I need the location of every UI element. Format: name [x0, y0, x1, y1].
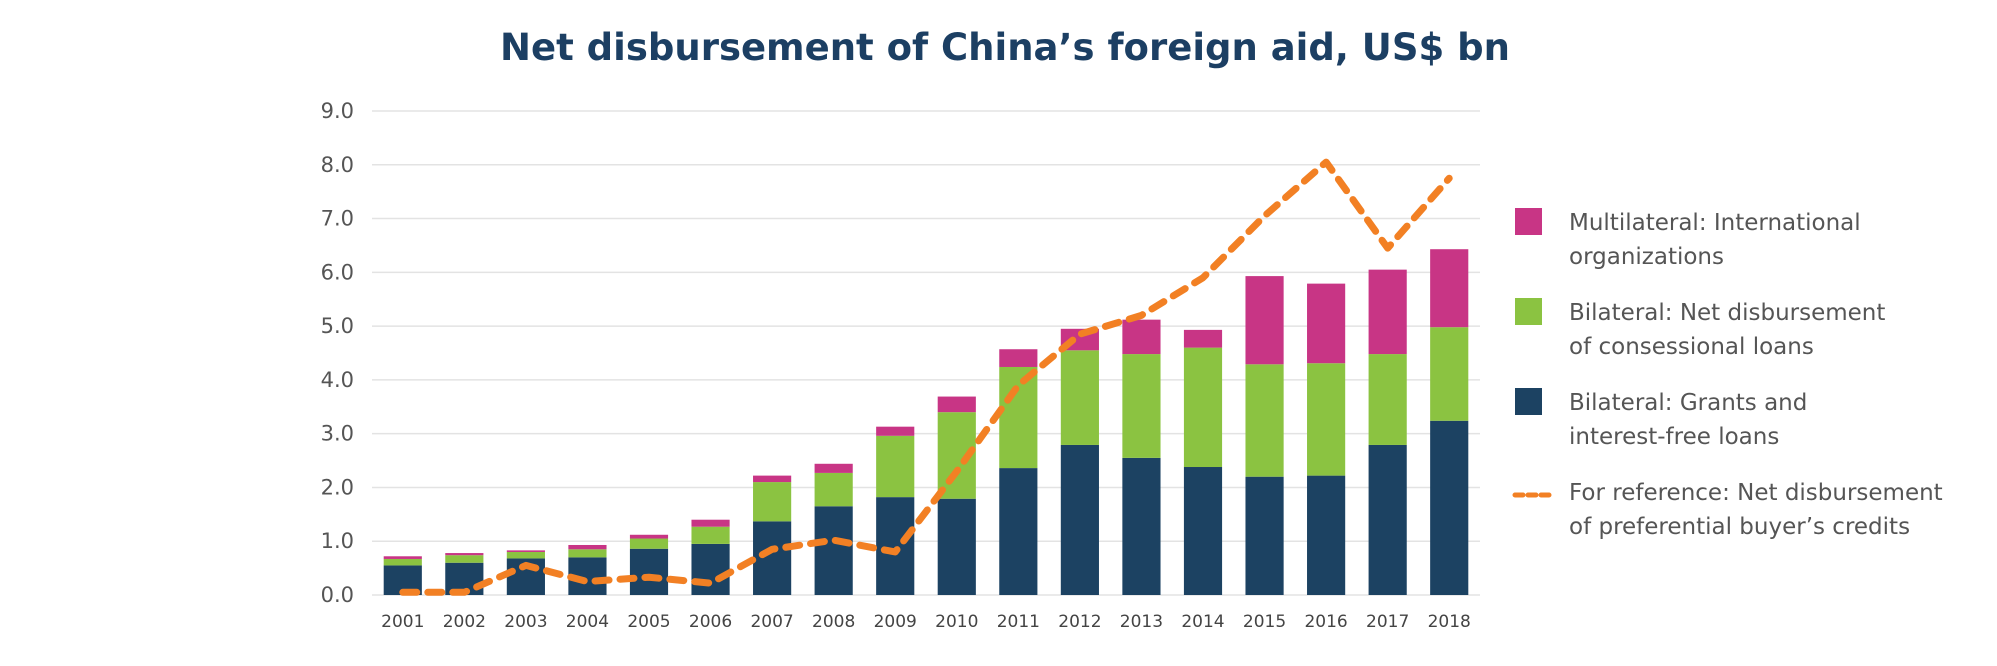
y-tick-label: 0.0: [321, 583, 354, 607]
bar-segment-1: [814, 472, 853, 507]
bar-segment-2: [445, 553, 484, 556]
x-tick-label: 2002: [443, 612, 486, 632]
bar-segment-0: [876, 497, 915, 595]
bar-segment-0: [1245, 476, 1284, 595]
bar-segment-0: [1430, 420, 1469, 595]
reference-line: [399, 158, 1453, 596]
bar-segment-0: [1060, 444, 1099, 595]
legend-label: Bilateral: Net disbursement: [1569, 300, 1885, 326]
x-tick-label: 2003: [504, 612, 547, 632]
bar-segment-1: [506, 551, 545, 559]
legend-label: of consessional loans: [1569, 334, 1814, 360]
bar-segment-1: [1245, 364, 1284, 477]
legend-swatch-2: [1515, 388, 1542, 415]
bar-segment-2: [691, 519, 730, 527]
bar-segment-1: [383, 558, 422, 566]
bar-segment-2: [876, 426, 915, 436]
bar-segment-1: [1122, 354, 1161, 458]
bar-segment-0: [629, 548, 669, 595]
y-tick-label: 9.0: [321, 99, 354, 123]
bar-segment-2: [1368, 269, 1407, 355]
bar-segment-0: [691, 543, 730, 595]
x-tick-label: 2017: [1366, 612, 1409, 632]
bar-segment-1: [1368, 354, 1407, 445]
reference-line-path: [399, 158, 1453, 596]
bar-segment-1: [753, 482, 792, 522]
bar-segment-2: [1430, 249, 1469, 328]
bar-segment-0: [999, 468, 1038, 595]
x-tick-label: 2004: [566, 612, 609, 632]
legend-label: Multilateral: International: [1569, 210, 1861, 236]
bar-segment-1: [691, 526, 730, 544]
x-tick-label: 2018: [1428, 612, 1471, 632]
bar-segment-1: [999, 366, 1038, 469]
bar-segment-2: [1307, 283, 1346, 364]
y-tick-label: 7.0: [321, 207, 354, 231]
x-tick-label: 2013: [1120, 612, 1163, 632]
bar-segment-0: [1368, 444, 1407, 595]
bar-segment-0: [1307, 475, 1346, 595]
legend-label: Bilateral: Grants and: [1569, 390, 1807, 416]
chart-title: Net disbursement of China’s foreign aid,…: [500, 26, 1510, 69]
legend-label: organizations: [1569, 244, 1724, 270]
bar-segment-2: [1245, 276, 1284, 365]
y-tick-label: 8.0: [321, 153, 354, 177]
x-axis-ticks: 2001 2002 2003 2004 2005 2006 2007 2008 2009 2010…: [381, 612, 1471, 632]
legend-swatch-1: [1515, 298, 1542, 325]
bar-segment-2: [999, 349, 1038, 367]
bar-segment-2: [568, 544, 607, 550]
bars: [383, 249, 1469, 595]
bar-segment-1: [1183, 347, 1223, 468]
bar-segment-2: [629, 534, 669, 539]
bar-segment-2: [1183, 329, 1223, 348]
bar-segment-0: [753, 521, 792, 595]
y-axis-ticks: 0.0 1.0 2.0 3.0 4.0 5.0 6.0 7.0 8.0 9.0: [321, 99, 354, 607]
x-tick-label: 2014: [1181, 612, 1224, 632]
bar-segment-0: [1122, 457, 1161, 595]
bar-segment-2: [506, 550, 545, 552]
bar-segment-1: [1307, 363, 1346, 476]
y-tick-label: 6.0: [321, 260, 354, 284]
bar-segment-1: [1430, 327, 1469, 421]
legend-swatch-0: [1515, 208, 1542, 235]
bar-segment-1: [445, 555, 484, 563]
y-tick-label: 5.0: [321, 314, 354, 338]
legend-label: For reference: Net disbursement: [1569, 480, 1943, 506]
y-tick-label: 1.0: [321, 529, 354, 553]
x-tick-label: 2015: [1243, 612, 1286, 632]
y-tick-label: 4.0: [321, 368, 354, 392]
bar-segment-1: [1060, 350, 1099, 445]
x-tick-label: 2012: [1058, 612, 1101, 632]
bar-segment-1: [876, 435, 915, 498]
x-tick-label: 2008: [812, 612, 855, 632]
bar-segment-1: [629, 538, 669, 549]
bar-segment-0: [814, 506, 853, 595]
x-tick-label: 2010: [935, 612, 978, 632]
x-tick-label: 2009: [874, 612, 917, 632]
bar-segment-2: [814, 463, 853, 473]
bar-segment-2: [383, 556, 422, 559]
x-tick-label: 2016: [1304, 612, 1347, 632]
bar-segment-2: [937, 396, 976, 413]
x-tick-label: 2005: [627, 612, 670, 632]
legend-label: of preferential buyer’s credits: [1569, 514, 1910, 540]
bar-segment-0: [1183, 467, 1223, 595]
x-tick-label: 2006: [689, 612, 732, 632]
bar-segment-0: [937, 498, 976, 595]
legend: Multilateral: International organizations…: [1512, 208, 1943, 540]
y-tick-label: 3.0: [321, 422, 354, 446]
bar-segment-1: [568, 549, 607, 558]
legend-label: interest-free loans: [1569, 424, 1779, 450]
bar-segment-2: [753, 475, 792, 483]
bar-segment-2: [1122, 319, 1161, 355]
x-tick-label: 2011: [997, 612, 1040, 632]
x-tick-label: 2001: [381, 612, 424, 632]
y-tick-label: 2.0: [321, 475, 354, 499]
gridlines: [372, 110, 1480, 596]
x-tick-label: 2007: [750, 612, 793, 632]
